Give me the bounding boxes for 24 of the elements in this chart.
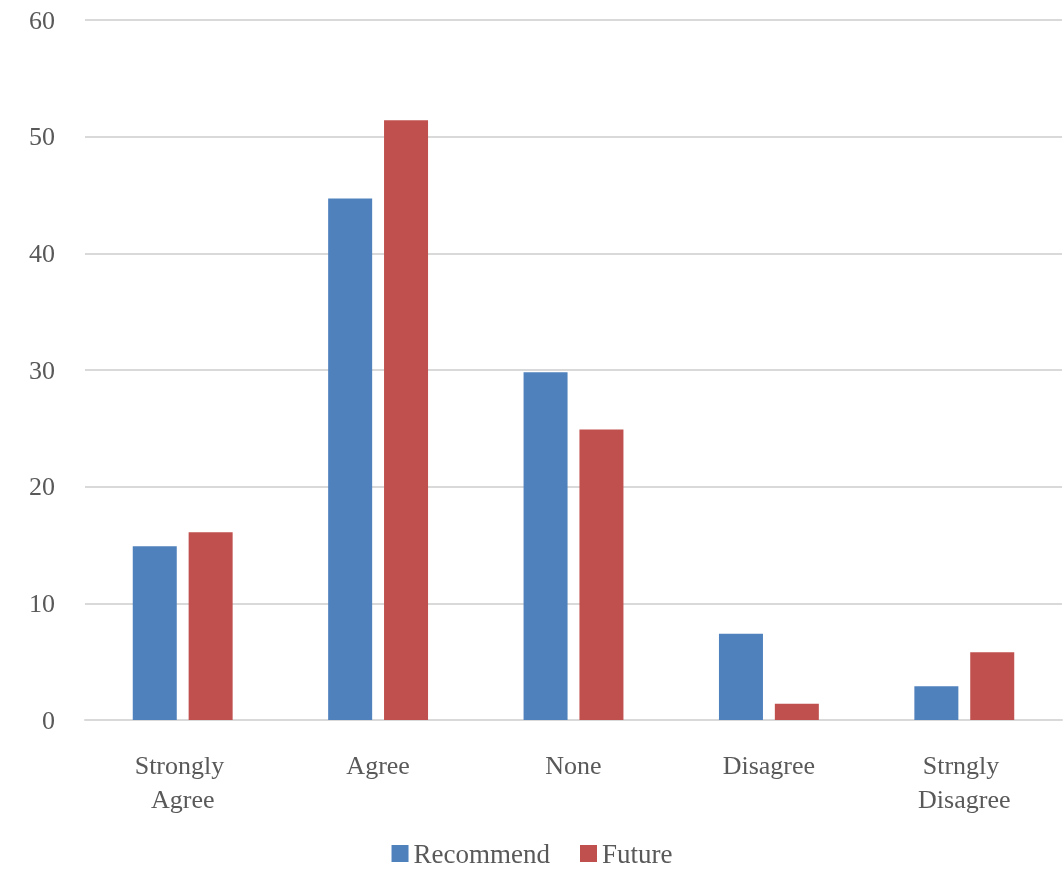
x-tick-label: Disagree xyxy=(722,750,816,780)
bar xyxy=(188,532,233,720)
bar xyxy=(328,198,373,720)
legend-label: Future xyxy=(601,838,673,869)
y-tick-label: 20 xyxy=(29,472,55,502)
bar xyxy=(970,652,1015,720)
bar xyxy=(718,633,763,720)
x-tick-label: Strongly Agree xyxy=(134,750,231,814)
bar xyxy=(384,120,429,720)
bar xyxy=(914,686,959,720)
y-tick-label: 60 xyxy=(29,5,55,35)
legend-label: Recommend xyxy=(413,838,551,869)
bar xyxy=(774,703,819,720)
y-tick-label: 40 xyxy=(29,238,55,268)
y-tick-label: 0 xyxy=(42,705,55,735)
x-tick-label: Strngly Disagree xyxy=(918,750,1011,814)
bar xyxy=(132,546,177,720)
bar xyxy=(523,372,568,720)
x-tick-label: Agree xyxy=(346,750,410,780)
y-tick-label: 50 xyxy=(29,122,55,152)
y-tick-label: 10 xyxy=(29,588,55,618)
x-tick-label: None xyxy=(545,750,602,780)
y-tick-label: 30 xyxy=(29,355,55,385)
bar xyxy=(579,429,624,720)
